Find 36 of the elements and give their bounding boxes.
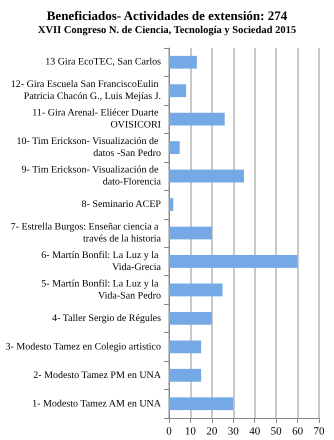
bar	[169, 312, 212, 325]
chart-title: Beneficiados- Actividades de extensión: 274	[46, 8, 288, 23]
bar	[169, 284, 223, 296]
y-tick-label: 8- Seminario ACEP	[82, 199, 162, 210]
x-tick-label: 20	[206, 426, 218, 438]
y-tick-label: 1- Modesto Tamez AM en UNA	[32, 398, 162, 410]
chart-subtitle: XVII Congreso N. de Ciencia, Tecnología y Sociedad 2015	[38, 25, 296, 36]
y-tick-label: 5- Martín Bonfil: La Luz y la Vida-San Pedro	[41, 278, 161, 302]
y-tick-label: 12- Gira Escuela San FranciscoEulin Patricia Chacón G., Luis Mejías J.	[10, 79, 161, 102]
bar	[169, 141, 180, 154]
bar	[169, 198, 174, 211]
y-tick-label: 10- Tim Erickson- Visualización de datos -San Pedro	[16, 136, 161, 160]
x-tick-label: 70	[314, 426, 325, 438]
x-tick-label: 60	[292, 426, 304, 438]
bar	[169, 56, 197, 69]
bar	[169, 170, 244, 182]
y-tick-label: 13 Gira EcoTEC, San Carlos	[45, 56, 162, 68]
bar	[169, 84, 186, 98]
y-tick-label: 11- Gira Arenal- Eliécer Duarte OVISICORI	[32, 108, 161, 131]
x-tick-label: 10	[184, 426, 196, 438]
y-tick-label: 3- Modesto Tamez en Colegio artistico	[6, 341, 161, 352]
bar	[169, 340, 202, 354]
x-tick-label: 40	[249, 426, 261, 438]
bar	[169, 397, 234, 410]
bar	[169, 255, 298, 268]
y-tick-label: 7- Estrella Burgos: Enseñar ciencia a través de la historia	[10, 222, 162, 244]
x-tick-label: 30	[228, 426, 240, 438]
y-tick-label: 2- Modesto Tamez PM en UNA	[33, 370, 162, 381]
x-tick-label: 0	[166, 426, 172, 438]
bar	[169, 112, 225, 126]
y-tick-label: 4- Taller Sergio de Régules	[52, 312, 162, 324]
y-tick-label: 6- Martín Bonfil: La Luz y la Vida-Grecia	[41, 250, 162, 273]
bar	[169, 368, 202, 382]
y-tick-label: 9- Tim Erickson- Visualización de dato-Florencia	[22, 164, 162, 188]
bar	[169, 226, 212, 240]
x-tick-label: 50	[270, 426, 282, 438]
